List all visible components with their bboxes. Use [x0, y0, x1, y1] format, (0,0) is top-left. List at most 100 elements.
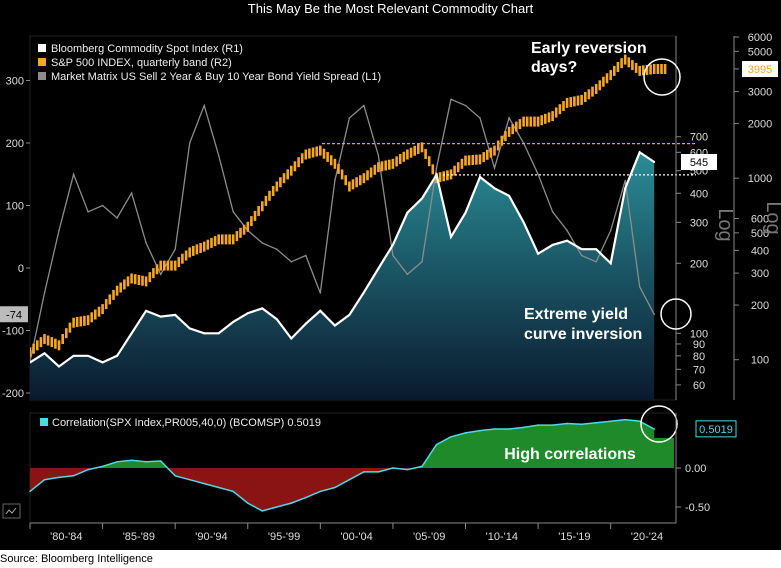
r1-axis-tick-700: 700: [690, 132, 708, 144]
spread-point-2010: [464, 104, 467, 107]
spread-point-2019: [595, 260, 597, 263]
commodity-point-2010: [464, 211, 467, 214]
correlation-point-1982: [58, 476, 60, 479]
spread-point-2000: [319, 292, 322, 294]
correlation-point-1989: [159, 460, 162, 462]
spx-band-bar-1999-q1: [304, 149, 308, 160]
correlation-point-2021: [624, 418, 626, 421]
spx-band-bar-2022-q1: [638, 65, 641, 76]
inversion-annotation-line-1: Extreme yield: [524, 306, 628, 323]
correlation-point-2016: [551, 424, 554, 426]
correlation-point-1996: [261, 510, 264, 512]
spread-point-1991: [188, 142, 191, 144]
spread-point-2006: [406, 273, 409, 276]
correlation-point-2002: [348, 478, 351, 481]
spx-band-bar-1984-q4: [97, 306, 101, 317]
spx-band-bar-2006-q1: [406, 149, 409, 160]
correlation-point-1983: [72, 475, 75, 477]
commodity-point-1988: [145, 309, 148, 312]
spx-band-bar-2012-q1: [493, 145, 496, 156]
spx-band-bar-2021-q3: [631, 60, 634, 71]
commodity-last-badge: [681, 154, 717, 171]
spx-band-bar-2019-q1: [594, 84, 598, 94]
commodity-last-badge-text: 545: [690, 157, 708, 169]
spread-point-2009: [450, 98, 452, 101]
r2-axis-tick-200: 200: [751, 300, 769, 312]
spx-band-bar-2011-q2: [482, 152, 485, 163]
spx-band-bar-1989-q1: [159, 260, 162, 271]
r2-axis-tick-400: 400: [751, 245, 769, 257]
x-axis-tick-label-6: '05-'09: [413, 531, 445, 543]
r1-axis-tick-100: 100: [690, 328, 708, 340]
correlation-point-1993: [217, 486, 220, 489]
spx-band-bar-2006-q4: [417, 144, 420, 154]
inversion-highlight-circle: [660, 298, 692, 330]
spread-point-1994: [232, 210, 235, 213]
spx-band-bar-2013-q2: [511, 124, 514, 135]
correlation-point-1981: [43, 478, 46, 481]
commodity-point-1999: [304, 322, 307, 325]
commodity-point-2001: [333, 324, 336, 327]
correlation-highlight-circle: [640, 405, 678, 443]
spx-band-bar-1983-q1: [72, 317, 75, 328]
spx-band-bar-2023-q2: [656, 64, 660, 74]
spread-point-2003: [363, 104, 365, 107]
spx-band-bar-1997-q1: [275, 181, 279, 192]
spread-point-1999: [305, 254, 307, 257]
commodity-point-1991: [188, 327, 191, 330]
correlation-point-2001: [334, 486, 336, 489]
spx-band-bar-1986-q3: [123, 279, 126, 290]
legend-label-2: S&P 500 INDEX, quarterly band (R2): [51, 57, 232, 69]
spx-band-bar-1993-q2: [221, 234, 224, 245]
spx-band-bar-1988-q4: [155, 264, 159, 275]
spx-band-bar-1981-q2: [46, 335, 50, 346]
correlation-axis-tick-0.00: 0.00: [685, 463, 706, 475]
correlation-point-1997: [275, 506, 278, 508]
correlation-point-2003: [363, 471, 365, 473]
correlation-point-1998: [290, 502, 293, 504]
spx-band-bar-1981-q1: [43, 334, 46, 344]
spx-band-bar-1987-q2: [133, 274, 137, 285]
spx-band-bar-1983-q2: [75, 317, 79, 327]
spx-band-bar-2003-q1: [362, 173, 366, 184]
spx-band-bar-1989-q2: [163, 260, 166, 271]
spx-band-bar-2009-q3: [456, 162, 460, 173]
spread-point-2021: [624, 179, 626, 182]
spx-band-bar-2011-q4: [489, 147, 493, 158]
r2-axis-tick-500: 500: [751, 228, 769, 240]
correlation-point-1988: [145, 460, 147, 463]
spx-band-bar-1992-q4: [213, 236, 217, 247]
spx-band-bar-1991-q3: [195, 244, 199, 255]
correlation-point-2000: [319, 490, 322, 493]
spx-band-bar-2005-q3: [398, 154, 402, 164]
spx-band-bar-2010-q2: [467, 155, 471, 166]
x-axis-tick-label-3: '90-'94: [195, 531, 227, 543]
reversion-annotation-line-1: Early reversion: [531, 40, 647, 57]
spx-band-bar-2017-q1: [565, 97, 569, 108]
legend-swatch-2: [38, 58, 46, 66]
spx-band-bar-1982-q2: [61, 334, 64, 344]
spx-band-bar-1999-q4: [315, 146, 318, 157]
x-axis-tick-label-9: '20-'24: [631, 531, 663, 543]
commodity-point-2018: [580, 248, 583, 251]
spx-band-bar-1985-q2: [104, 299, 108, 310]
correlation-point-2011: [479, 429, 481, 432]
chart-tool-icon-glyph: [5, 507, 17, 515]
correlation-point-1990: [174, 475, 176, 477]
spread-point-1987: [130, 192, 133, 194]
spread-point-1992: [203, 104, 206, 107]
spx-band-bar-2013-q3: [515, 121, 518, 132]
correlation-series-line: [29, 418, 655, 512]
spx-band-bar-1998-q2: [293, 161, 297, 172]
spx-band-bar-1982-q4: [68, 322, 72, 333]
spx-band-bar-2016-q3: [558, 104, 562, 115]
commodity-point-1992: [203, 332, 206, 335]
spread-point-2001: [334, 179, 336, 182]
spread-point-2018: [580, 254, 583, 257]
spx-band-bar-1982-q1: [57, 340, 61, 351]
spx-band-bar-2003-q2: [366, 170, 369, 181]
spx-band-bar-2017-q2: [569, 97, 573, 108]
spx-band-bar-2010-q4: [475, 154, 478, 165]
spx-band-bar-2015-q4: [547, 112, 551, 123]
